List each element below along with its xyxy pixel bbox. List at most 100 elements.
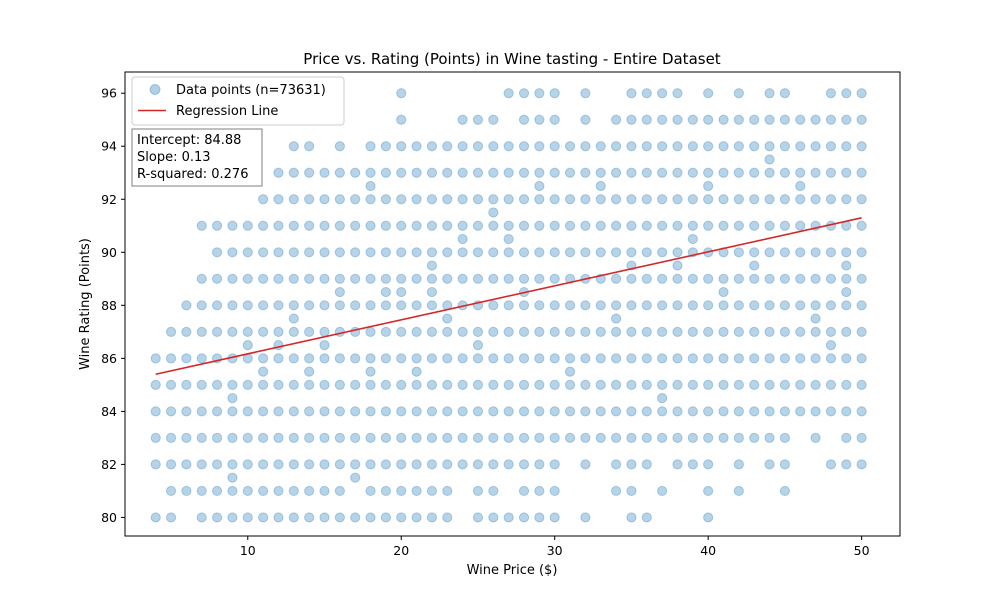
data-point (411, 366, 422, 377)
data-point (242, 220, 253, 231)
data-point (825, 300, 837, 311)
data-point (687, 459, 698, 470)
data-point (749, 167, 760, 178)
data-point (595, 432, 606, 443)
data-point (227, 247, 238, 258)
data-point (856, 326, 867, 337)
data-point (657, 432, 668, 443)
data-point (472, 167, 484, 178)
data-point (288, 353, 299, 364)
y-tick-label: 84 (101, 404, 117, 419)
data-point (503, 233, 514, 245)
data-point (488, 167, 499, 178)
data-point (411, 512, 422, 523)
data-point (457, 247, 468, 258)
data-point (503, 432, 514, 443)
data-point (350, 273, 361, 284)
data-point (242, 379, 253, 390)
data-point (549, 459, 560, 470)
data-point (503, 379, 514, 390)
data-point (764, 379, 775, 390)
data-point (518, 194, 530, 205)
data-point (672, 220, 683, 231)
data-point (196, 379, 207, 390)
data-point (749, 326, 760, 337)
data-point (856, 406, 867, 417)
data-point (488, 300, 499, 311)
data-point (457, 459, 468, 470)
data-point (365, 366, 376, 377)
data-point (211, 326, 223, 337)
data-point (779, 141, 791, 152)
data-point (503, 512, 514, 523)
data-point (380, 194, 391, 205)
data-point (319, 273, 330, 284)
data-point (779, 459, 791, 470)
data-point (657, 300, 668, 311)
data-point (764, 114, 775, 125)
data-point (749, 353, 760, 364)
data-point (795, 194, 806, 205)
data-point (534, 326, 545, 337)
data-point (457, 353, 468, 364)
data-point (242, 273, 253, 284)
data-point (687, 273, 698, 284)
data-point (795, 220, 806, 231)
data-point (687, 220, 698, 231)
data-point (687, 167, 698, 178)
data-point (749, 220, 760, 231)
data-point (641, 432, 652, 443)
data-point (488, 379, 499, 390)
data-point (733, 114, 744, 125)
data-point (503, 167, 514, 178)
data-point (687, 326, 698, 337)
data-point (181, 326, 192, 337)
data-point (319, 353, 330, 364)
data-point (503, 194, 514, 205)
data-point (810, 247, 821, 258)
data-point (196, 406, 207, 417)
data-point (610, 459, 622, 470)
data-point (350, 459, 361, 470)
data-point (365, 432, 376, 443)
data-point (288, 432, 299, 443)
data-point (396, 406, 407, 417)
data-point (227, 406, 238, 417)
data-point (810, 194, 821, 205)
data-point (564, 366, 576, 377)
data-point (733, 88, 744, 99)
data-point (442, 485, 453, 497)
data-point (396, 459, 407, 470)
data-point (442, 273, 453, 284)
data-point (549, 512, 560, 523)
data-point (334, 379, 345, 390)
data-point (749, 114, 760, 125)
data-point (304, 459, 315, 470)
regression-line-layer (155, 217, 862, 376)
data-point (779, 220, 791, 231)
data-point (426, 141, 438, 152)
data-point (350, 406, 361, 417)
data-point (610, 406, 622, 417)
data-point (273, 167, 284, 178)
data-point (411, 141, 422, 152)
data-point (442, 247, 453, 258)
data-point (426, 300, 438, 311)
data-point (733, 485, 744, 497)
data-point (641, 114, 652, 125)
data-point (411, 247, 422, 258)
data-point (626, 114, 637, 125)
data-point (626, 141, 637, 152)
data-point (825, 167, 837, 178)
data-point (380, 379, 391, 390)
data-point (641, 326, 652, 337)
data-point (779, 379, 791, 390)
data-point (841, 286, 852, 298)
data-point (610, 167, 622, 178)
data-point (703, 88, 714, 99)
data-point (549, 485, 560, 497)
data-point (580, 220, 591, 231)
data-point (718, 167, 729, 178)
data-point (518, 273, 530, 284)
data-point (703, 114, 714, 125)
